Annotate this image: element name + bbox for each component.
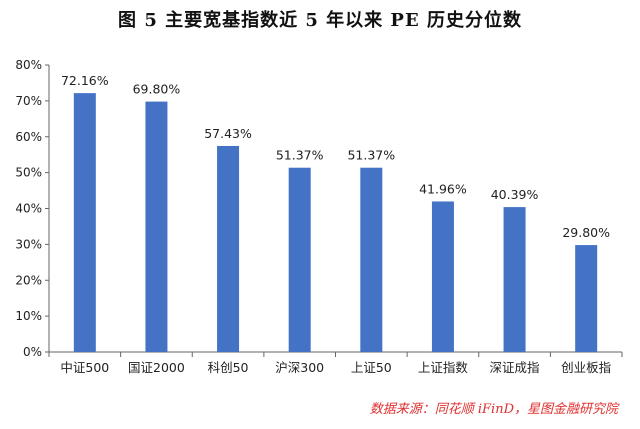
data-label: 51.37%	[347, 148, 395, 163]
bar	[575, 245, 598, 352]
y-tick-label: 10%	[15, 309, 42, 323]
bar	[431, 201, 454, 352]
x-category-label: 创业板指	[561, 360, 611, 375]
data-label: 69.80%	[133, 82, 181, 97]
data-label: 51.37%	[276, 148, 324, 163]
data-source-note: 数据来源：同花顺 iFinD，星图金融研究院	[369, 402, 618, 417]
bar	[288, 167, 311, 352]
bar	[145, 101, 168, 352]
y-tick-label: 0%	[23, 345, 42, 359]
y-tick-label: 60%	[15, 130, 42, 144]
y-tick-label: 70%	[15, 94, 42, 108]
bar	[217, 145, 240, 352]
x-category-label: 沪深300	[275, 360, 324, 375]
x-category-label: 中证500	[60, 360, 109, 375]
chart-title: 图 5 主要宽基指数近 5 年以来 PE 历史分位数	[118, 10, 522, 31]
data-label: 41.96%	[419, 181, 467, 196]
data-label: 40.39%	[491, 187, 539, 202]
y-tick-label: 20%	[15, 273, 42, 287]
y-tick-label: 50%	[15, 166, 42, 180]
bar	[503, 207, 526, 352]
x-category-label: 上证50	[351, 360, 392, 375]
x-category-label: 科创50	[208, 360, 249, 375]
x-category-label: 上证指数	[418, 360, 469, 375]
data-label: 72.16%	[61, 73, 109, 88]
data-label: 57.43%	[204, 126, 252, 141]
y-tick-label: 40%	[15, 202, 42, 216]
y-tick-label: 80%	[15, 58, 42, 72]
x-category-label: 深证成指	[490, 360, 540, 375]
bar	[73, 93, 96, 352]
bar	[360, 167, 383, 352]
data-label: 29.80%	[562, 225, 610, 240]
y-tick-label: 30%	[15, 237, 42, 251]
x-category-label: 国证2000	[128, 360, 185, 375]
